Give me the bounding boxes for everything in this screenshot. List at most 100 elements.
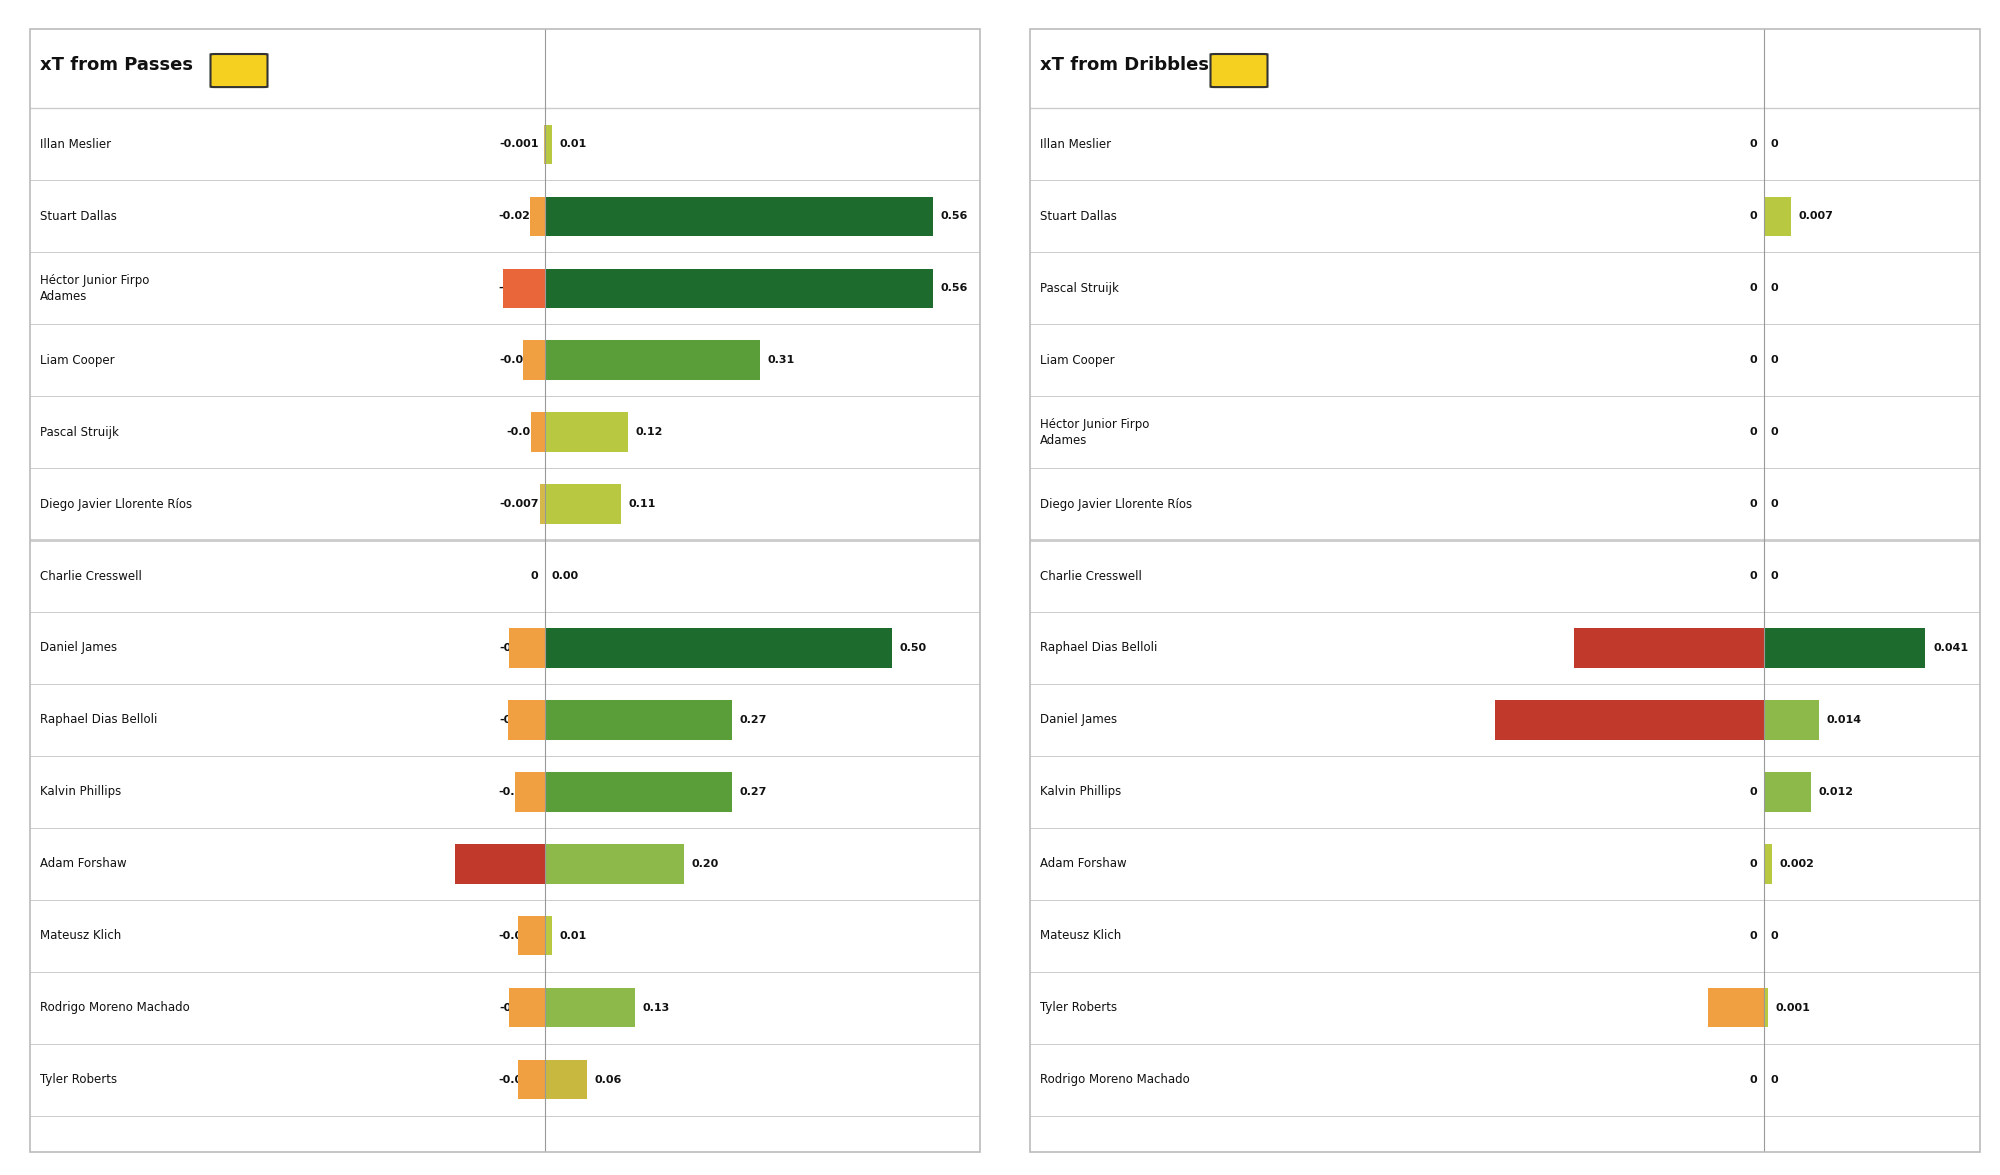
Text: Liam Cooper: Liam Cooper [1040, 354, 1114, 367]
Bar [546, 484, 622, 524]
Text: 0.001: 0.001 [1776, 1002, 1810, 1013]
Text: -0.052: -0.052 [498, 643, 538, 653]
Bar [546, 1060, 586, 1100]
Text: 0.007: 0.007 [1798, 212, 1834, 221]
Text: Illan Meslier: Illan Meslier [40, 137, 110, 150]
Text: -0.007: -0.007 [498, 499, 538, 509]
Bar [1764, 629, 1926, 667]
Text: Tyler Roberts: Tyler Roberts [1040, 1001, 1116, 1014]
Bar [1764, 988, 1768, 1027]
Text: xT from Passes: xT from Passes [40, 56, 192, 74]
Text: 0: 0 [1750, 1075, 1758, 1085]
Text: 0.11: 0.11 [628, 499, 656, 509]
Bar [1574, 629, 1764, 667]
Text: 0.012: 0.012 [1818, 787, 1854, 797]
Text: 0: 0 [530, 571, 538, 582]
Bar [546, 772, 732, 812]
Text: -0.039: -0.039 [498, 1075, 538, 1085]
Text: Illan Meslier: Illan Meslier [1040, 137, 1110, 150]
Text: 0: 0 [1770, 931, 1778, 941]
Text: 0: 0 [1750, 931, 1758, 941]
Text: Raphael Dias Belloli: Raphael Dias Belloli [40, 713, 156, 726]
Bar [508, 700, 546, 740]
Bar [1708, 988, 1764, 1027]
Text: 0.002: 0.002 [1780, 859, 1814, 868]
Text: 0: 0 [1770, 140, 1778, 149]
Bar [546, 341, 760, 380]
Text: -0.044: -0.044 [498, 787, 538, 797]
Text: 0.31: 0.31 [768, 355, 794, 365]
Text: Mateusz Klich: Mateusz Klich [1040, 929, 1120, 942]
Text: 0.06: 0.06 [594, 1075, 622, 1085]
Text: Héctor Junior Firpo
Adames: Héctor Junior Firpo Adames [1040, 417, 1148, 446]
Bar [546, 269, 934, 308]
Text: 0: 0 [1750, 571, 1758, 582]
Bar [546, 196, 934, 236]
Text: -0.13: -0.13 [506, 859, 538, 868]
Text: -0.014: -0.014 [1718, 1002, 1758, 1013]
Bar [1764, 196, 1792, 236]
Text: Daniel James: Daniel James [40, 642, 116, 654]
Text: Liam Cooper: Liam Cooper [40, 354, 114, 367]
Text: -0.001: -0.001 [498, 140, 538, 149]
Text: 0: 0 [1770, 283, 1778, 294]
Text: Adam Forshaw: Adam Forshaw [1040, 858, 1126, 871]
Text: 0: 0 [1750, 283, 1758, 294]
Text: 0.12: 0.12 [636, 428, 664, 437]
Text: -0.021: -0.021 [498, 212, 538, 221]
Text: 0: 0 [1750, 140, 1758, 149]
Text: -0.032: -0.032 [498, 355, 538, 365]
Bar [522, 341, 546, 380]
Bar [1764, 700, 1818, 740]
Bar [546, 125, 552, 164]
Bar [546, 700, 732, 740]
Text: -0.039: -0.039 [498, 931, 538, 941]
Text: Charlie Cresswell: Charlie Cresswell [1040, 570, 1142, 583]
Bar [502, 269, 546, 308]
Bar [546, 916, 552, 955]
Text: Daniel James: Daniel James [1040, 713, 1116, 726]
Text: -0.053: -0.053 [500, 714, 538, 725]
Text: Rodrigo Moreno Machado: Rodrigo Moreno Machado [40, 1001, 190, 1014]
Text: 0: 0 [1770, 571, 1778, 582]
Text: 0.01: 0.01 [560, 140, 586, 149]
Bar [1764, 844, 1772, 884]
Bar [1496, 700, 1764, 740]
Bar [518, 916, 546, 955]
Text: 0: 0 [1750, 859, 1758, 868]
Bar [518, 1060, 546, 1100]
Text: Rodrigo Moreno Machado: Rodrigo Moreno Machado [1040, 1073, 1190, 1086]
Text: 0.014: 0.014 [1826, 714, 1862, 725]
Text: Kalvin Phillips: Kalvin Phillips [40, 785, 120, 798]
Text: Charlie Cresswell: Charlie Cresswell [40, 570, 142, 583]
Text: Tyler Roberts: Tyler Roberts [40, 1073, 116, 1086]
Text: Mateusz Klich: Mateusz Klich [40, 929, 120, 942]
Text: -0.068: -0.068 [1718, 714, 1758, 725]
Text: Stuart Dallas: Stuart Dallas [1040, 210, 1116, 223]
Text: 0: 0 [1750, 428, 1758, 437]
Text: Diego Javier Llorente Ríos: Diego Javier Llorente Ríos [40, 498, 192, 511]
Text: 0.27: 0.27 [740, 714, 768, 725]
Text: 0.01: 0.01 [560, 931, 586, 941]
Bar [510, 988, 546, 1027]
Text: Diego Javier Llorente Ríos: Diego Javier Llorente Ríos [1040, 498, 1192, 511]
Text: 0.20: 0.20 [692, 859, 718, 868]
Text: Pascal Struijk: Pascal Struijk [1040, 282, 1118, 295]
Text: Raphael Dias Belloli: Raphael Dias Belloli [1040, 642, 1156, 654]
Text: 0.50: 0.50 [900, 643, 926, 653]
Text: Kalvin Phillips: Kalvin Phillips [1040, 785, 1120, 798]
Text: 0: 0 [1770, 1075, 1778, 1085]
Text: 0.27: 0.27 [740, 787, 768, 797]
Text: 0: 0 [1750, 212, 1758, 221]
Text: 0: 0 [1770, 355, 1778, 365]
Text: 0.041: 0.041 [1934, 643, 1968, 653]
Text: 0: 0 [1750, 499, 1758, 509]
Bar [546, 412, 628, 452]
Bar [540, 484, 546, 524]
Text: 0: 0 [1770, 499, 1778, 509]
Text: 0.00: 0.00 [552, 571, 578, 582]
Text: 0: 0 [1750, 355, 1758, 365]
Bar [546, 629, 892, 667]
Text: Adam Forshaw: Adam Forshaw [40, 858, 126, 871]
Bar [1764, 772, 1812, 812]
